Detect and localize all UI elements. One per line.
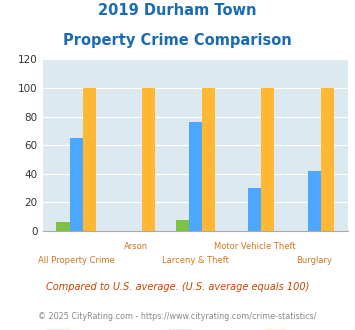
Bar <box>202 88 215 231</box>
Bar <box>83 88 96 231</box>
Bar <box>189 122 202 231</box>
Text: © 2025 CityRating.com - https://www.cityrating.com/crime-statistics/: © 2025 CityRating.com - https://www.city… <box>38 312 317 321</box>
Text: Property Crime Comparison: Property Crime Comparison <box>63 33 292 48</box>
Bar <box>176 219 189 231</box>
Text: Motor Vehicle Theft: Motor Vehicle Theft <box>214 242 296 251</box>
Bar <box>142 88 155 231</box>
Legend: Durham Town, New York, National: Durham Town, New York, National <box>42 326 348 330</box>
Text: Arson: Arson <box>124 242 148 251</box>
Text: Burglary: Burglary <box>296 256 332 265</box>
Text: Larceny & Theft: Larceny & Theft <box>162 256 229 265</box>
Bar <box>56 222 70 231</box>
Text: Compared to U.S. average. (U.S. average equals 100): Compared to U.S. average. (U.S. average … <box>46 282 309 292</box>
Bar <box>261 88 274 231</box>
Bar <box>321 88 334 231</box>
Text: 2019 Durham Town: 2019 Durham Town <box>98 3 257 18</box>
Bar <box>70 138 83 231</box>
Bar <box>248 188 261 231</box>
Bar <box>308 171 321 231</box>
Text: All Property Crime: All Property Crime <box>38 256 115 265</box>
